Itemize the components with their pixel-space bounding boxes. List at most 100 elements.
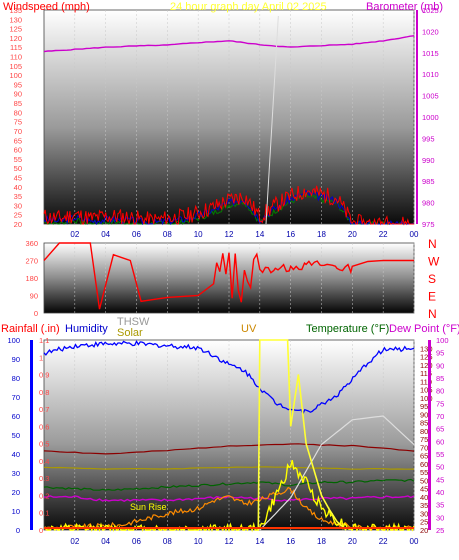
temperature-tick-label: 80: [420, 427, 428, 436]
panel3-left-axis-ticks: 0 10 20 30 40 50 60 70 80 90 100: [7, 336, 20, 535]
temperature-tick-label: 90: [420, 410, 428, 419]
uv-tick-label: 0.7: [39, 405, 49, 414]
dewpoint-tick-label: 50: [436, 463, 444, 472]
windspeed-tick-label: 45: [14, 173, 22, 182]
x-tick-label: 00: [410, 537, 419, 546]
x-tick-label: 12: [225, 230, 234, 239]
panel3-left-uv-axis-ticks: 0 0.1 0.2 0.3 0.4 0.5 0.6 0.7 0.8 0.9 1 1.1: [39, 336, 49, 535]
direction-letter: N: [428, 307, 437, 321]
panel3-x-axis-ticks: 02 04 06 08 10 12 14 16 18 20 22 00: [70, 537, 419, 546]
dewpoint-tick-label: 45: [436, 475, 444, 484]
temperature-tick-label: 70: [420, 443, 428, 452]
dewpoint-axis-title: Dew Point (°F): [389, 323, 459, 335]
direction-letter: N: [428, 237, 437, 251]
barometer-tick-label: 1025: [422, 6, 439, 15]
dewpoint-tick-label: 100: [436, 336, 449, 345]
humidity-tick-label: 70: [12, 393, 20, 402]
windspeed-tick-label: 70: [14, 127, 22, 136]
solar-radiation-line: [43, 459, 415, 533]
solar-label: Solar: [117, 327, 143, 339]
uv-axis-title: UV: [241, 323, 257, 335]
temperature-tick-label: 25: [420, 518, 428, 527]
panel1-left-axis-ticks: 2025303540455055606570758085909510010511…: [9, 6, 22, 229]
barometer-axis-title: Barometer (mb): [366, 1, 443, 13]
temperature-tick-label: 125: [420, 353, 433, 362]
x-tick-label: 06: [132, 537, 141, 546]
dewpoint-tick-label: 55: [436, 450, 444, 459]
x-tick-label: 18: [317, 537, 326, 546]
humidity-tick-label: 80: [12, 374, 20, 383]
windspeed-tick-label: 115: [10, 43, 22, 52]
windspeed-tick-label: 55: [14, 155, 22, 164]
windspeed-tick-label: 90: [14, 90, 22, 99]
x-tick-label: 06: [132, 230, 141, 239]
panel1-right-axis-ticks: 975 980 985 990 995 1000 1005 1010 1015 1020 1025: [422, 6, 439, 229]
windspeed-tick-label: 60: [14, 146, 22, 155]
uv-tick-label: 0.3: [39, 474, 49, 483]
direction-letter: W: [428, 255, 440, 269]
windspeed-tick-label: 130: [9, 15, 22, 24]
wind-direction-line: [43, 242, 414, 310]
temperature-band-line: [43, 443, 415, 455]
temperature-tick-label: 55: [420, 468, 428, 477]
barometer-tick-label: 1010: [422, 70, 439, 79]
humidity-line: [43, 340, 415, 416]
direction-tick-label: 90: [30, 292, 38, 301]
direction-tick-label: 360: [25, 239, 38, 248]
dewpoint-tick-label: 30: [436, 513, 444, 522]
uv-tick-label: 0.5: [39, 440, 49, 449]
x-tick-label: 10: [194, 537, 203, 546]
x-tick-label: 08: [163, 537, 172, 546]
uv-tick-label: 0: [39, 526, 43, 535]
chart-title: 24 hour graph day April 02 2025: [170, 1, 327, 13]
x-tick-label: 02: [70, 230, 79, 239]
temperature-tick-label: 40: [420, 493, 428, 502]
windspeed-tick-label: 85: [14, 99, 22, 108]
windspeed-tick-label: 35: [14, 192, 22, 201]
temperature-tick-label: 20: [420, 526, 428, 535]
windspeed-line: [43, 185, 414, 226]
windspeed-tick-label: 75: [14, 118, 22, 127]
uv-tick-label: 0.8: [39, 388, 49, 397]
panel2-left-axis-ticks: 0 90 180 270 360: [25, 239, 38, 318]
temperature-tick-label: 65: [420, 452, 428, 461]
panel3-series: [43, 339, 415, 533]
direction-tick-label: 0: [34, 309, 38, 318]
windspeed-tick-label: 50: [14, 164, 22, 173]
humidity-tick-label: 20: [12, 488, 20, 497]
x-tick-label: 08: [163, 230, 172, 239]
direction-letter: E: [428, 290, 436, 304]
x-tick-label: 20: [348, 537, 357, 546]
temperature-tick-label: 60: [420, 460, 428, 469]
x-tick-label: 20: [348, 230, 357, 239]
windspeed-tick-label: 95: [14, 80, 22, 89]
barometer-tick-label: 980: [422, 199, 435, 208]
x-tick-label: 18: [317, 230, 326, 239]
humidity-tick-label: 0: [16, 526, 20, 535]
x-tick-label: 00: [410, 230, 419, 239]
x-tick-label: 14: [255, 230, 264, 239]
dewpoint-tick-label: 85: [436, 374, 444, 383]
panel3-right-temperature-ticks: 2025303540455055606570758085909510010511…: [420, 344, 433, 535]
panel1-series: [43, 15, 415, 226]
windspeed-tick-label: 135: [9, 6, 22, 15]
x-tick-label: 16: [286, 537, 295, 546]
humidity-tick-label: 50: [12, 431, 20, 440]
barometer-tick-label: 990: [422, 156, 435, 165]
windspeed-tick-label: 80: [14, 108, 22, 117]
humidity-tick-label: 100: [7, 336, 20, 345]
panel1-plot-area: [44, 10, 414, 224]
uv-tick-label: 0.6: [39, 422, 49, 431]
barometer-tick-label: 985: [422, 177, 435, 186]
uv-tick-label: 0.2: [39, 491, 49, 500]
x-tick-label: 22: [379, 537, 388, 546]
windspeed-tick-label: 20: [14, 220, 22, 229]
panel3-right-dewpoint-ticks: 25 30 35 40 45 50 55 60 65 70 75 80 85 90 95 100: [436, 336, 449, 535]
humidity-tick-label: 60: [12, 412, 20, 421]
windspeed-tick-label: 40: [14, 183, 22, 192]
temperature-tick-label: 105: [420, 386, 433, 395]
windspeed-tick-label: 120: [9, 34, 22, 43]
